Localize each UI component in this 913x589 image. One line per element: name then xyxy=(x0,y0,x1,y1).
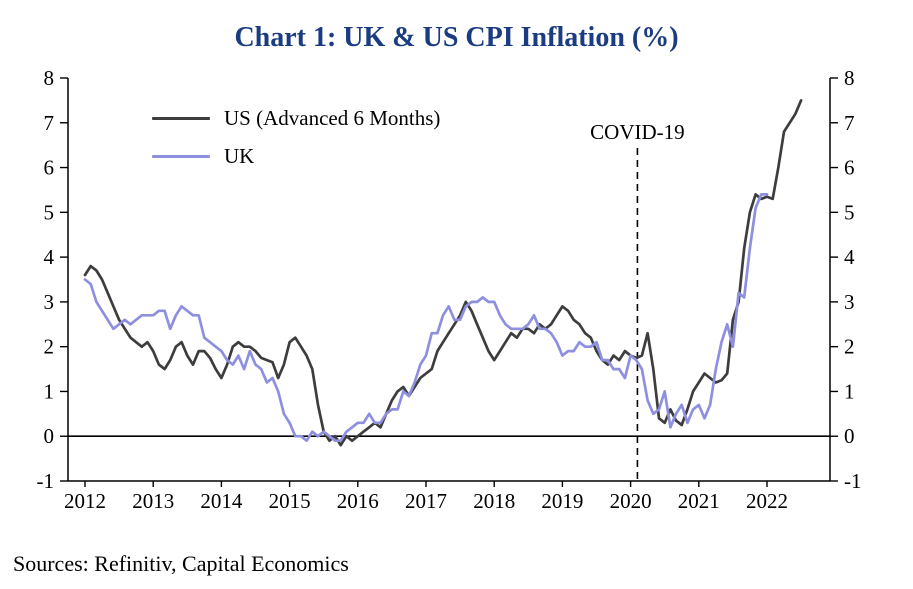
svg-text:6: 6 xyxy=(844,156,855,180)
svg-text:8: 8 xyxy=(844,66,855,90)
svg-text:3: 3 xyxy=(44,290,55,314)
svg-text:2017: 2017 xyxy=(405,489,447,513)
uk-line-swatch xyxy=(152,155,210,158)
legend-label-us: US (Advanced 6 Months) xyxy=(224,106,441,130)
svg-text:2: 2 xyxy=(44,335,55,359)
svg-text:2012: 2012 xyxy=(64,489,106,513)
chart-title: Chart 1: UK & US CPI Inflation (%) xyxy=(234,22,679,53)
legend-label-uk: UK xyxy=(224,144,255,168)
svg-text:8: 8 xyxy=(44,66,55,90)
svg-text:2015: 2015 xyxy=(269,489,311,513)
svg-text:6: 6 xyxy=(44,156,55,180)
svg-text:0: 0 xyxy=(44,424,55,448)
svg-text:1: 1 xyxy=(844,379,855,403)
svg-text:5: 5 xyxy=(44,200,55,224)
svg-text:4: 4 xyxy=(844,245,855,269)
svg-text:2021: 2021 xyxy=(678,489,720,513)
svg-text:2013: 2013 xyxy=(132,489,174,513)
svg-text:4: 4 xyxy=(44,245,55,269)
svg-text:7: 7 xyxy=(44,111,55,135)
covid-annotation-label: COVID-19 xyxy=(590,120,685,144)
svg-text:1: 1 xyxy=(44,379,55,403)
svg-text:2020: 2020 xyxy=(610,489,652,513)
source-note: Sources: Refinitiv, Capital Economics xyxy=(13,551,349,576)
svg-text:5: 5 xyxy=(844,200,855,224)
svg-text:-1: -1 xyxy=(844,469,862,493)
svg-text:2019: 2019 xyxy=(541,489,583,513)
legend-item-uk: UK xyxy=(152,144,440,169)
svg-text:2014: 2014 xyxy=(200,489,243,513)
svg-text:2018: 2018 xyxy=(473,489,515,513)
svg-text:7: 7 xyxy=(844,111,855,135)
svg-text:2: 2 xyxy=(844,335,855,359)
legend: US (Advanced 6 Months) UK xyxy=(152,106,440,169)
svg-text:2022: 2022 xyxy=(746,489,788,513)
svg-text:3: 3 xyxy=(844,290,855,314)
us-line-swatch xyxy=(152,117,210,120)
svg-text:-1: -1 xyxy=(37,469,55,493)
svg-text:2016: 2016 xyxy=(337,489,379,513)
legend-item-us: US (Advanced 6 Months) xyxy=(152,106,440,131)
svg-text:0: 0 xyxy=(844,424,855,448)
